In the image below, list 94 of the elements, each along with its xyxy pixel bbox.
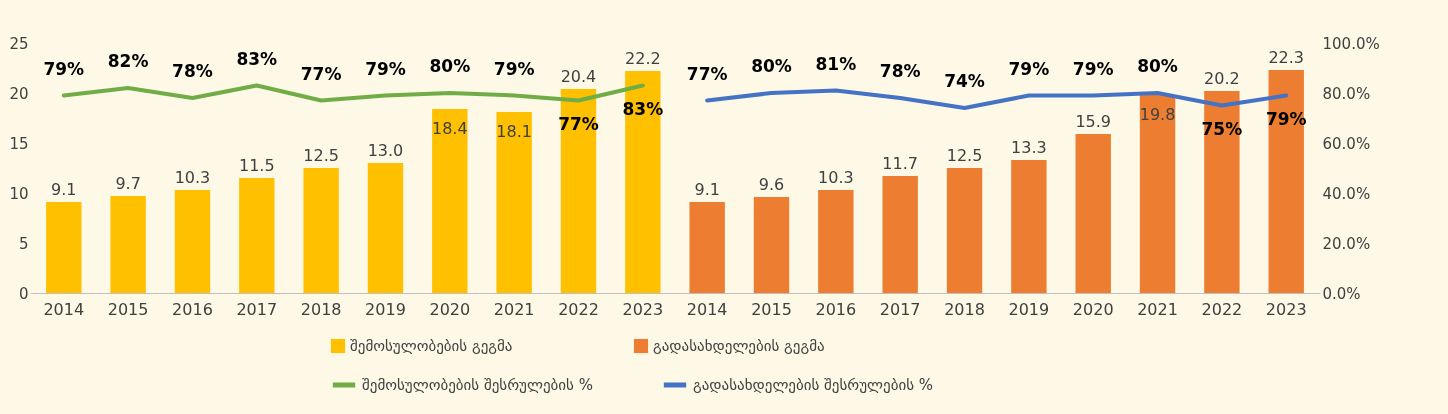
data-label: 78% (172, 61, 213, 81)
y-tick-label: 20 (9, 84, 29, 103)
y-tick-label: 0 (18, 284, 29, 303)
line-series (705, 88, 1289, 110)
y2-tick-label: 80.0% (1322, 84, 1371, 103)
bar (1204, 91, 1240, 293)
data-label: 13.3 (1011, 138, 1047, 157)
bar (367, 163, 404, 293)
x-tick-label: 2014 (686, 299, 728, 319)
bar (946, 168, 983, 293)
x-tick-label: 2015 (107, 299, 149, 319)
x-tick-label: 2023 (622, 299, 664, 319)
bar (882, 176, 918, 293)
y2-tick-label: 100.0% (1322, 34, 1380, 53)
data-label: 10.3 (174, 168, 211, 187)
y2-tick-label: 20.0% (1322, 234, 1371, 253)
x-tick-label: 2022 (1201, 299, 1243, 319)
data-label: 79% (1072, 58, 1114, 79)
bar (303, 168, 339, 293)
bar (560, 89, 597, 293)
x-tick-label: 2017 (879, 299, 921, 319)
data-label: 77% (686, 63, 728, 84)
data-label: 81% (815, 53, 857, 74)
data-label: 12.5 (303, 146, 339, 165)
data-label: 78% (879, 61, 921, 81)
data-label: 18.1 (496, 122, 532, 141)
bar (1268, 70, 1304, 293)
data-label: 15.9 (1075, 112, 1112, 131)
data-label: 20.2 (1204, 69, 1240, 88)
y-tick-label: 10 (9, 184, 29, 203)
data-label: 11.7 (882, 154, 918, 173)
y-tick-label: 15 (9, 134, 29, 153)
x-tick-label: 2015 (751, 299, 792, 319)
line-series (61, 83, 645, 103)
data-label: 80% (751, 56, 792, 76)
data-label: 22.2 (625, 49, 661, 68)
data-label: 80% (429, 56, 471, 76)
bar (1139, 95, 1176, 293)
x-tick-label: 2018 (944, 299, 985, 319)
data-label: 20.4 (560, 67, 597, 86)
bar (689, 202, 725, 293)
x-tick-label: 2020 (1072, 299, 1114, 319)
bar (1075, 134, 1111, 293)
data-label: 82% (107, 51, 149, 71)
y-tick-label: 25 (9, 34, 29, 53)
x-tick-label: 2022 (558, 299, 599, 319)
bar (753, 197, 790, 293)
data-label: 22.3 (1268, 48, 1305, 67)
bar (1011, 160, 1047, 293)
y2-tick-label: 60.0% (1322, 134, 1371, 153)
data-label: 19.8 (1139, 105, 1176, 124)
x-tick-label: 2016 (172, 299, 213, 319)
x-tick-label: 2023 (1265, 299, 1307, 319)
data-label: 9.7 (115, 174, 141, 193)
data-label: 13.0 (367, 141, 404, 160)
x-tick-label: 2021 (493, 299, 535, 319)
data-label: 74% (944, 71, 985, 91)
legend-label: გადასახდელების გეგმა (653, 337, 825, 355)
legend-label: შემოსულობების შესრულების % (362, 376, 593, 394)
y2-tick-label: 0.0% (1322, 284, 1361, 303)
bar (46, 202, 82, 293)
data-label: 9.1 (51, 180, 77, 199)
bar (110, 196, 146, 293)
data-label: 79% (493, 58, 535, 79)
data-label: 11.5 (238, 156, 275, 175)
y-tick-label: 5 (18, 234, 29, 253)
data-label: 80% (1137, 56, 1178, 76)
data-label: 79% (1008, 58, 1050, 79)
data-label: 9.1 (694, 180, 720, 199)
x-tick-label: 2018 (300, 299, 342, 319)
x-tick-label: 2016 (815, 299, 857, 319)
y2-tick-label: 40.0% (1322, 184, 1371, 203)
data-label: 9.6 (758, 175, 785, 194)
data-label: 10.3 (818, 168, 854, 187)
legend-label: შემოსულობების გეგმა (350, 337, 513, 355)
x-tick-label: 2019 (365, 299, 406, 319)
bar (174, 190, 211, 293)
bar (625, 71, 661, 293)
data-label: 79% (43, 58, 85, 79)
x-tick-label: 2014 (43, 299, 85, 319)
data-label: 18.4 (432, 119, 468, 138)
x-tick-label: 2019 (1008, 299, 1050, 319)
legend-label: გადასახდელების შესრულების % (693, 376, 934, 394)
bar (818, 190, 854, 293)
bar (432, 109, 468, 293)
x-tick-label: 2020 (429, 299, 471, 319)
bar (496, 112, 532, 293)
x-tick-label: 2021 (1137, 299, 1178, 319)
data-label: 79% (365, 58, 406, 79)
x-tick-label: 2017 (236, 299, 278, 319)
data-label: 12.5 (946, 146, 983, 165)
data-label: 83% (236, 48, 278, 69)
bar (239, 178, 275, 293)
data-label: 77% (300, 63, 342, 84)
